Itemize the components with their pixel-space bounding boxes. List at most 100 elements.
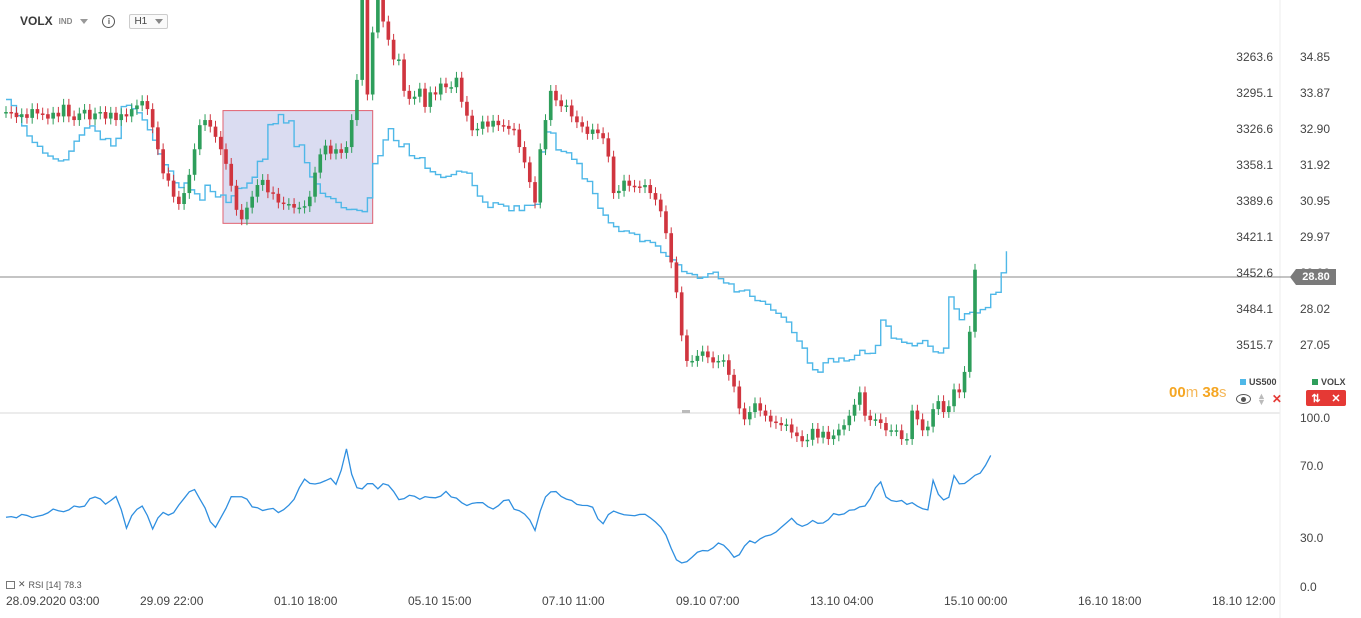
candle-body [376,0,380,33]
candle-body [522,147,527,163]
candle-body [177,196,181,204]
candle-body [465,101,469,116]
candle-body [669,233,674,263]
rsi-axis-tick: 70.0 [1300,459,1324,473]
rsi-axis-tick: 0.0 [1300,580,1317,594]
candle-body [763,410,768,416]
candle-body [695,355,700,361]
candle-body [56,112,61,117]
close-icon[interactable]: ✕ [1331,392,1341,405]
symbol-label[interactable]: VOLX [20,14,53,28]
candle-body [747,412,752,420]
candle-body [486,121,490,127]
candle-body [726,360,731,375]
candle-body [910,410,914,440]
symbol-dropdown-icon[interactable] [80,18,89,24]
indicator-settings-icon[interactable] [6,580,15,589]
candle-body [339,149,344,153]
candle-body [98,112,103,114]
candle-body [391,39,396,60]
right-axis-tick: 32.90 [1300,122,1330,136]
legend-volx-label: VOLX [1321,377,1346,387]
x-axis-tick: 05.10 15:00 [408,594,472,608]
timeframe-select[interactable]: H1 [129,13,169,29]
rsi-remove-icon[interactable]: ✕ [18,579,26,589]
candle-body [507,125,511,129]
candle-body [334,149,338,154]
us500-controls: ▲ ▼ ✕ [1236,391,1282,407]
candle-body [674,262,679,293]
candle-body [873,419,878,421]
candle-body [355,79,359,121]
volx-swatch [1312,379,1318,385]
right-axis-tick: 34.85 [1300,50,1330,64]
candle-body [637,186,642,188]
candle-body [564,105,569,107]
candle-body [643,185,647,188]
candle-body [328,145,333,154]
candle-body [742,408,747,420]
candle-body [135,105,139,110]
candle-body [967,331,972,372]
candle-body [926,426,930,431]
settings-icon[interactable]: ⇅ [1311,392,1321,405]
candle-body [627,180,632,186]
candle-body [653,193,658,200]
candle-body [255,185,260,197]
candle-body [946,406,951,413]
left-axis-tick: 3452.6 [1236,266,1273,280]
candle-body [894,430,899,432]
candle-body [344,147,349,153]
candle-body [229,163,234,186]
left-axis-tick: 3389.6 [1236,194,1273,208]
chart-header: VOLX IND i H1 [14,10,169,32]
candle-body [920,419,925,431]
candle-body [140,101,145,106]
candle-body [852,404,857,416]
legend-volx[interactable]: VOLX [1312,377,1346,387]
candle-body [826,431,831,440]
candle-body [449,87,454,89]
candle-body [166,173,171,181]
info-icon[interactable]: i [102,14,116,28]
legend-us500[interactable]: US500 [1240,377,1277,387]
candle-body [768,415,773,422]
candle-body [952,389,956,407]
candle-body [962,371,967,393]
candle-body [234,185,239,210]
candle-body [821,431,825,438]
right-axis-tick: 31.92 [1300,158,1330,172]
candle-body [658,199,663,212]
candle-body [260,179,265,186]
candle-body [475,128,480,131]
candle-body [224,149,228,164]
x-axis-tick: 29.09 22:00 [140,594,204,608]
candle-body [973,269,977,332]
reorder-arrows-icon[interactable]: ▲ ▼ [1257,391,1266,407]
eye-icon[interactable] [1236,394,1251,404]
candle-body [103,112,108,119]
candle-body [690,360,694,363]
remove-us500-icon[interactable]: ✕ [1271,392,1282,406]
candle-body [161,149,165,174]
candle-body [816,428,820,438]
candle-body [250,196,255,208]
candle-body [784,424,789,426]
candle-body [129,109,134,117]
rsi-axis-tick: 30.0 [1300,531,1324,545]
candle-body [187,174,192,194]
candle-body [150,109,155,128]
x-axis-tick: 07.10 11:00 [542,594,605,608]
candle-body [318,154,323,173]
candle-body [648,185,653,194]
candle-body [596,129,600,134]
candle-body [810,428,815,440]
candle-body [182,193,186,204]
candle-body [527,162,532,183]
candle-body [433,92,438,95]
candle-body [716,360,721,363]
candle-body [789,424,794,433]
volx-controls: ⇅ ✕ [1306,390,1346,406]
candle-body [533,182,537,203]
candle-body [884,423,888,431]
